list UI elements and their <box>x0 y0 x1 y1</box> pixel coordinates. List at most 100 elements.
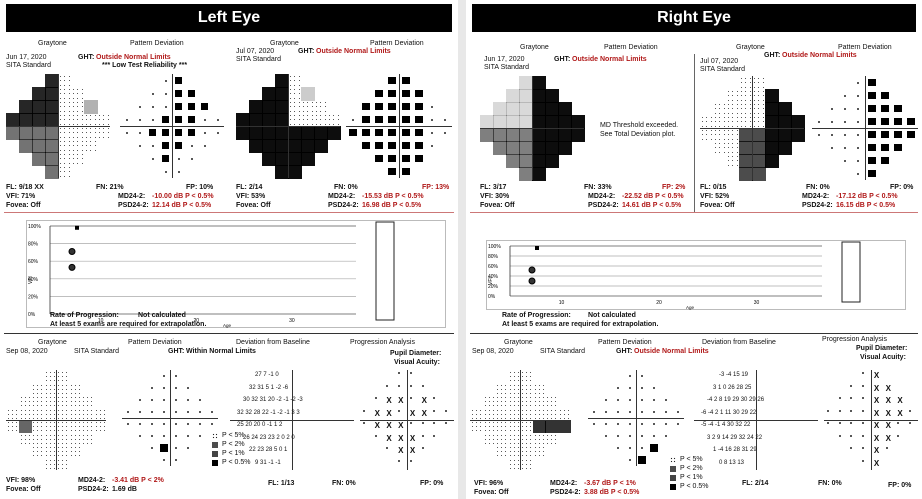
graytone-dot <box>732 104 734 105</box>
psd-value: 1.69 dB <box>112 486 137 493</box>
graytone-dot <box>715 138 716 140</box>
graytone-cell <box>778 102 792 116</box>
graytone-dot <box>64 119 66 121</box>
graytone-dot <box>324 110 326 112</box>
graytone-cell <box>557 420 571 433</box>
graytone-dot <box>715 134 716 136</box>
graytone-dot <box>522 447 523 448</box>
graytone-dot <box>732 164 734 166</box>
graytone-dot <box>517 463 519 465</box>
graytone-dot <box>513 434 515 436</box>
normal-point-dot <box>177 157 180 160</box>
graytone-dot <box>45 459 47 461</box>
graytone-dot <box>290 110 291 112</box>
normal-point-dot <box>641 435 643 437</box>
normal-point-dot <box>203 118 206 121</box>
graytone-dot <box>87 409 89 411</box>
graytone-dot <box>33 392 34 394</box>
graytone-cell <box>249 139 263 153</box>
graytone-dot <box>33 413 34 415</box>
graytone-dot <box>16 417 18 419</box>
normal-point-dot <box>175 399 177 401</box>
graytone-dot <box>497 430 498 432</box>
graytone-dot <box>723 104 725 105</box>
graytone-dot <box>45 405 47 407</box>
legend-label: P < 0.5% <box>222 459 251 466</box>
graytone-dot <box>517 384 519 386</box>
progression-dot <box>433 434 436 437</box>
graytone-dot <box>70 451 72 453</box>
graytone-dot <box>74 455 76 457</box>
graytone-dot <box>66 426 68 428</box>
progression-dot <box>409 422 412 425</box>
normal-point-dot <box>151 387 153 389</box>
graytone-dot <box>501 422 503 423</box>
vfi-value: VFI: 71% <box>6 193 36 200</box>
graytone-dot <box>762 117 764 118</box>
normal-point-dot <box>163 375 165 377</box>
graytone-dot <box>37 451 39 453</box>
graytone-dot <box>16 422 18 423</box>
graytone-cell <box>778 115 792 129</box>
graytone-dot <box>58 442 59 444</box>
graytone-dot <box>86 119 87 121</box>
graytone-dot <box>107 123 109 125</box>
graytone-dot <box>68 123 70 125</box>
graytone-dot <box>492 417 494 419</box>
p-less-0-5-symbol <box>638 456 646 464</box>
normal-point-dot <box>844 133 847 136</box>
graytone-dot <box>64 171 66 173</box>
normal-point-dot <box>593 411 595 413</box>
graytone-dot <box>555 409 557 411</box>
graytone-dot <box>534 455 536 457</box>
graytone-dot <box>81 149 83 151</box>
graytone-dot <box>74 401 76 403</box>
graytone-dot <box>534 392 536 394</box>
graytone-dot <box>58 401 59 403</box>
graytone-cell <box>493 141 507 155</box>
graytone-dot <box>94 115 96 116</box>
graytone-dot <box>294 93 296 95</box>
section-divider <box>470 212 918 213</box>
graytone-dot <box>715 147 716 149</box>
graytone-dot <box>702 125 703 127</box>
deviation-row: -5 -4 -1 4 30 32 22 <box>701 422 751 428</box>
graytone-dot <box>488 430 490 432</box>
graytone-dot <box>723 147 725 149</box>
progression-dot <box>862 422 865 425</box>
graytone-dot <box>320 110 322 112</box>
graytone-cell <box>778 128 792 142</box>
graytone-dot <box>749 99 751 101</box>
graytone-dot <box>715 104 716 105</box>
graytone-dot <box>66 372 68 373</box>
graytone-dot <box>49 405 51 407</box>
graytone-dot <box>509 422 511 423</box>
graytone-cell <box>765 89 779 103</box>
exam-divider <box>694 54 695 212</box>
p-less-0-5-symbol <box>375 141 384 150</box>
graytone-dot <box>294 106 296 108</box>
graytone-dot <box>49 463 51 465</box>
graytone-dot <box>517 392 519 394</box>
graytone-dot <box>103 136 105 138</box>
normal-point-dot <box>138 105 141 108</box>
ght-label: GHT: <box>168 348 185 355</box>
graytone-cell <box>752 154 766 168</box>
graytone-dot <box>547 409 548 411</box>
graytone-dot <box>37 455 39 457</box>
md-value: -17.12 dB P < 0.5% <box>836 193 898 200</box>
graytone-dot <box>484 430 486 432</box>
graytone-dot <box>754 112 755 114</box>
graytone-dot <box>476 409 478 411</box>
md-label: MD24-2: <box>328 193 356 200</box>
exam-date: Sep 08, 2020 <box>6 348 48 355</box>
graytone-dot <box>83 417 84 419</box>
graytone-dot <box>77 149 79 151</box>
x-tick-label: 10 <box>559 300 565 306</box>
graytone-dot <box>542 397 544 398</box>
graytone-dot <box>49 447 51 448</box>
graytone-dot <box>103 417 105 419</box>
graytone-dot <box>68 115 70 116</box>
graytone-dot <box>538 388 540 390</box>
vfi-value: VFI: 53% <box>236 193 266 200</box>
